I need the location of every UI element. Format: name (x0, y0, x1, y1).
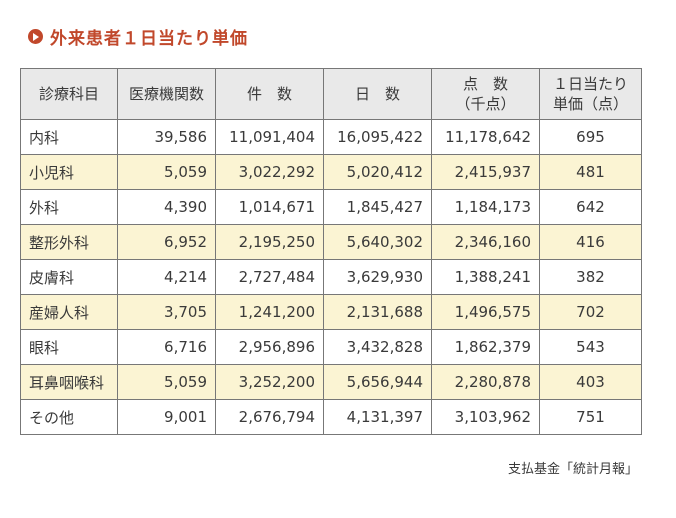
cell-unit-price: 695 (539, 119, 642, 155)
cell-points: 2,346,160 (431, 224, 540, 260)
source-note: 支払基金「統計月報」 (507, 462, 638, 477)
cell-days: 3,629,930 (323, 259, 432, 295)
cell-unit-price: 382 (539, 259, 642, 295)
header-days: 日 数 (323, 68, 432, 120)
cell-unit-price: 543 (539, 329, 642, 365)
cell-facilities: 3,705 (117, 294, 216, 330)
table-row: 外科 4,390 1,014,671 1,845,427 1,184,173 642 (20, 189, 642, 225)
section-title: 外来患者１日当たり単価 (28, 24, 248, 49)
header-facilities-label: 医療機関数 (128, 85, 204, 103)
header-unit-price-label: １日当たり (552, 75, 628, 93)
table-row: その他 9,001 2,676,794 4,131,397 3,103,962 751 (20, 399, 642, 435)
cell-days: 5,020,412 (323, 154, 432, 190)
cell-cases: 2,956,896 (215, 329, 324, 365)
cell-points: 2,415,937 (431, 154, 540, 190)
cell-unit-price: 751 (539, 399, 642, 435)
cell-unit-price: 702 (539, 294, 642, 330)
cell-department: 整形外科 (20, 224, 118, 260)
cell-points: 1,184,173 (431, 189, 540, 225)
cell-department: その他 (20, 399, 118, 435)
header-department: 診療科目 (20, 68, 118, 120)
cell-facilities: 5,059 (117, 154, 216, 190)
cell-department: 内科 (20, 119, 118, 155)
cell-facilities: 9,001 (117, 399, 216, 435)
header-points: 点 数 （千点） (431, 68, 540, 120)
cell-cases: 3,252,200 (215, 364, 324, 400)
table-row: 産婦人科 3,705 1,241,200 2,131,688 1,496,575 702 (20, 294, 642, 330)
table-row: 整形外科 6,952 2,195,250 5,640,302 2,346,160 416 (20, 224, 642, 260)
cell-points: 2,280,878 (431, 364, 540, 400)
cell-cases: 1,014,671 (215, 189, 324, 225)
header-department-label: 診療科目 (38, 85, 99, 103)
cell-department: 耳鼻咽喉科 (20, 364, 118, 400)
cell-days: 4,131,397 (323, 399, 432, 435)
cell-department: 外科 (20, 189, 118, 225)
cell-points: 3,103,962 (431, 399, 540, 435)
cell-facilities: 39,586 (117, 119, 216, 155)
cell-cases: 1,241,200 (215, 294, 324, 330)
table-row: 眼科 6,716 2,956,896 3,432,828 1,862,379 543 (20, 329, 642, 365)
header-cases: 件 数 (215, 68, 324, 120)
cell-cases: 2,676,794 (215, 399, 324, 435)
cell-unit-price: 416 (539, 224, 642, 260)
table-body: 内科 39,586 11,091,404 16,095,422 11,178,642 69… (20, 119, 642, 435)
cell-cases: 11,091,404 (215, 119, 324, 155)
cell-points: 1,496,575 (431, 294, 540, 330)
cell-days: 5,656,944 (323, 364, 432, 400)
cell-cases: 2,195,250 (215, 224, 324, 260)
header-points-unit: （千点） (455, 95, 516, 113)
cell-days: 5,640,302 (323, 224, 432, 260)
cell-cases: 2,727,484 (215, 259, 324, 295)
table-row: 皮膚科 4,214 2,727,484 3,629,930 1,388,241 382 (20, 259, 642, 295)
header-unit-price-unit: 単価（点） (552, 95, 628, 113)
cell-points: 11,178,642 (431, 119, 540, 155)
cell-facilities: 4,390 (117, 189, 216, 225)
cell-department: 産婦人科 (20, 294, 118, 330)
cell-facilities: 6,952 (117, 224, 216, 260)
cell-facilities: 5,059 (117, 364, 216, 400)
header-points-label: 点 数 (462, 75, 508, 93)
cell-points: 1,862,379 (431, 329, 540, 365)
header-facilities: 医療機関数 (117, 68, 216, 120)
cell-days: 2,131,688 (323, 294, 432, 330)
header-days-label: 日 数 (354, 85, 400, 103)
page-title: 外来患者１日当たり単価 (50, 29, 248, 49)
header-cases-label: 件 数 (246, 85, 292, 103)
cell-days: 16,095,422 (323, 119, 432, 155)
header-unit-price: １日当たり単価（点） (539, 68, 642, 120)
table-row: 内科 39,586 11,091,404 16,095,422 11,178,642 69… (20, 119, 642, 155)
play-circle-icon (28, 29, 43, 44)
cell-days: 1,845,427 (323, 189, 432, 225)
cell-points: 1,388,241 (431, 259, 540, 295)
cell-days: 3,432,828 (323, 329, 432, 365)
table-row: 小児科 5,059 3,022,292 5,020,412 2,415,937 481 (20, 154, 642, 190)
cell-unit-price: 403 (539, 364, 642, 400)
cell-unit-price: 642 (539, 189, 642, 225)
cell-facilities: 4,214 (117, 259, 216, 295)
outpatient-unit-price-table: 診療科目 医療機関数 件 数 日 数 点 数 （千点） １日当たり単価（点） 内科… (20, 68, 642, 435)
table-header-row: 診療科目 医療機関数 件 数 日 数 点 数 （千点） １日当たり単価（点） (20, 68, 642, 120)
cell-department: 小児科 (20, 154, 118, 190)
cell-cases: 3,022,292 (215, 154, 324, 190)
cell-department: 皮膚科 (20, 259, 118, 295)
table-row: 耳鼻咽喉科 5,059 3,252,200 5,656,944 2,280,878 403 (20, 364, 642, 400)
cell-department: 眼科 (20, 329, 118, 365)
cell-unit-price: 481 (539, 154, 642, 190)
cell-facilities: 6,716 (117, 329, 216, 365)
